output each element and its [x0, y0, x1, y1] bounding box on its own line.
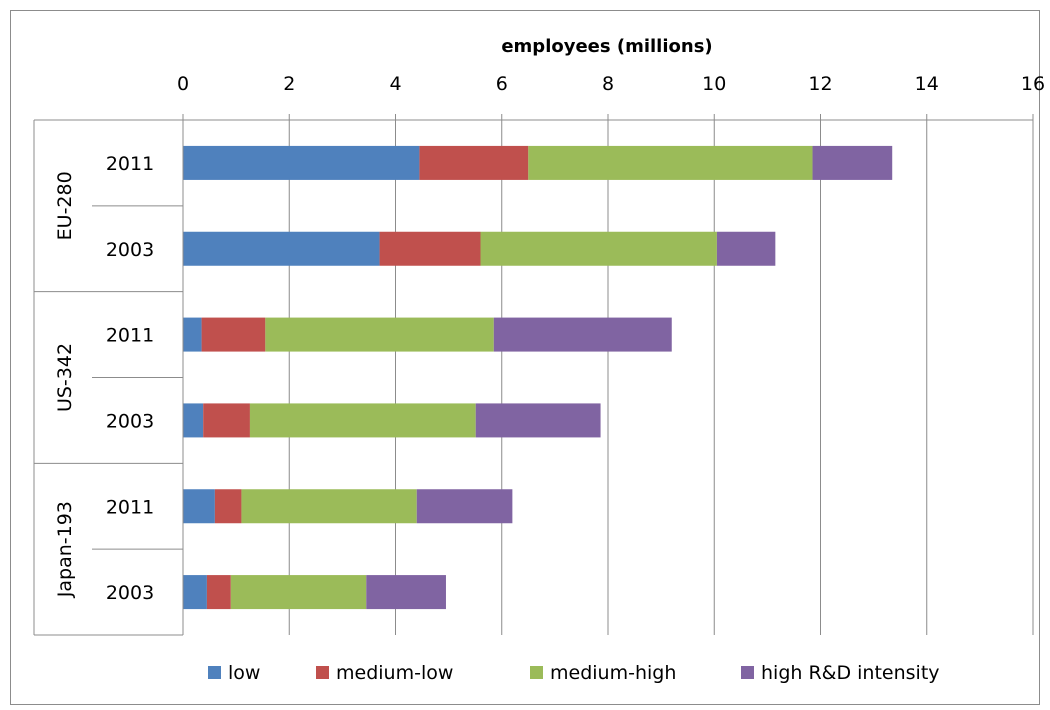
row-label: 2003 [106, 410, 154, 432]
bars [183, 145, 893, 610]
bar-high-r-d-intensity [716, 231, 776, 266]
x-tick-label: 0 [177, 73, 189, 95]
bar-low [183, 145, 420, 180]
group-label: US-342 [54, 343, 76, 412]
bar-high-r-d-intensity [416, 489, 513, 524]
bar-medium-high [265, 317, 494, 352]
y-labels: EU-280 2011 2003 US-342 2011 2003 Japan-193 201… [54, 153, 154, 604]
row-label: 2003 [106, 582, 154, 604]
gridlines [288, 120, 1034, 635]
bar-high-r-d-intensity [812, 145, 893, 180]
bar-medium-high [241, 489, 417, 524]
x-tick-label: 14 [915, 73, 939, 95]
bar-medium-low [203, 403, 250, 438]
bar-medium-low [214, 489, 242, 524]
x-tick-label: 8 [602, 73, 614, 95]
axes [33, 114, 1034, 636]
x-tick-label: 12 [808, 73, 832, 95]
chart-frame [10, 10, 1040, 705]
bar-medium-high [249, 403, 476, 438]
legend: low medium-low medium-high high R&D intensi… [208, 662, 940, 684]
row-label: 2011 [106, 496, 154, 518]
row-label: 2011 [106, 325, 154, 347]
bar-low [183, 403, 204, 438]
bar-medium-low [379, 231, 481, 266]
bar-low [183, 317, 202, 352]
x-tick-label: 4 [389, 73, 401, 95]
group-label: Japan-193 [54, 501, 76, 598]
x-tick-labels: 0 2 4 6 8 10 12 14 16 [177, 73, 1045, 95]
legend-swatch [316, 666, 329, 679]
legend-label: low [228, 662, 260, 684]
legend-label: medium-low [336, 662, 453, 684]
row-label: 2003 [106, 239, 154, 261]
bar-high-r-d-intensity [493, 317, 672, 352]
row-label: 2011 [106, 153, 154, 175]
x-tick-label: 16 [1021, 73, 1045, 95]
x-tick-label: 10 [702, 73, 726, 95]
legend-swatch [530, 666, 543, 679]
bar-low [183, 575, 207, 610]
bar-medium-low [201, 317, 266, 352]
bar-high-r-d-intensity [366, 575, 446, 610]
legend-label: medium-high [550, 662, 676, 684]
bar-low [183, 231, 380, 266]
bar-medium-high [528, 145, 813, 180]
x-tick-label: 2 [283, 73, 295, 95]
legend-swatch [208, 666, 221, 679]
bar-medium-high [480, 231, 717, 266]
bar-low [183, 489, 215, 524]
legend-swatch [741, 666, 754, 679]
x-tick-label: 6 [496, 73, 508, 95]
legend-label: high R&D intensity [761, 662, 940, 684]
bar-medium-low [419, 145, 529, 180]
group-label: EU-280 [54, 171, 76, 240]
bar-medium-low [206, 575, 231, 610]
bar-high-r-d-intensity [475, 403, 601, 438]
x-axis-title: employees (millions) [501, 36, 712, 57]
bar-medium-high [230, 575, 367, 610]
